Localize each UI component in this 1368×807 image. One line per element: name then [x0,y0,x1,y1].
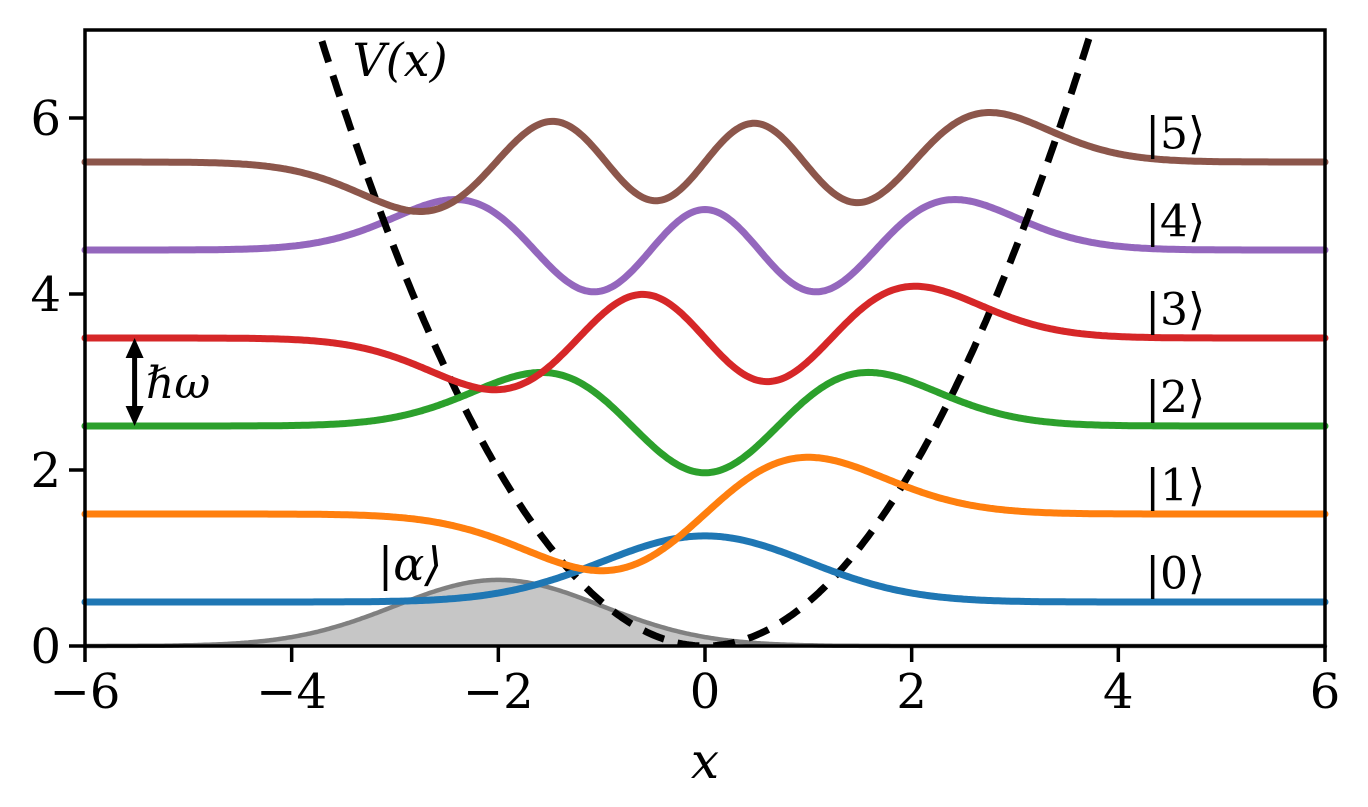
state-label-4: |4⟩ [1145,196,1205,247]
eigenstate-curve-0 [81,532,1329,606]
y-tick-label: 4 [30,267,61,323]
state-label-2: |2⟩ [1145,372,1205,423]
y-tick-label: 2 [30,443,61,499]
hbar-omega-arrow-head-up [125,338,144,358]
eigenstate-curve-4 [81,195,1329,296]
plot-labels-layer: V(x) ℏω |α⟩ x |0⟩ |1⟩ |2⟩ |3⟩ |4⟩ |5⟩ [146,33,1205,790]
potential-label: V(x) [352,33,447,87]
x-axis-label: x [691,732,719,790]
coherent-state-fill [85,579,1325,646]
state-label-1: |1⟩ [1145,460,1205,511]
x-tick-label: 0 [690,664,721,720]
eigenstate-curve-1 [81,453,1329,575]
state-label-5: |5⟩ [1145,108,1205,159]
x-tick-label: 2 [896,664,927,720]
x-tick-label: −4 [256,664,327,720]
hbar-omega-label: ℏω [146,358,210,409]
potential-curve [314,30,1096,646]
x-tick-label: −2 [463,664,534,720]
x-tick-label: 6 [1310,664,1341,720]
eigenstate-curve-5 [81,109,1329,215]
x-tick-label: 4 [1103,664,1134,720]
x-tick-label: −6 [50,664,121,720]
state-label-3: |3⟩ [1145,284,1205,335]
state-label-0: |0⟩ [1145,548,1205,599]
plot-axes-layer: −6 −4 −2 0 2 4 6 0 2 4 6 [30,28,1341,720]
hbar-omega-arrow-head-down [125,406,144,426]
plot-data-layer [81,30,1329,649]
y-tick-label: 6 [30,91,61,147]
eigenstate-curve-2 [81,368,1329,477]
eigenstate-curve-3 [81,282,1329,394]
coherent-state-label: |α⟩ [378,537,443,591]
coherent-state-curve [82,577,1328,649]
y-tick-label: 0 [30,619,61,675]
